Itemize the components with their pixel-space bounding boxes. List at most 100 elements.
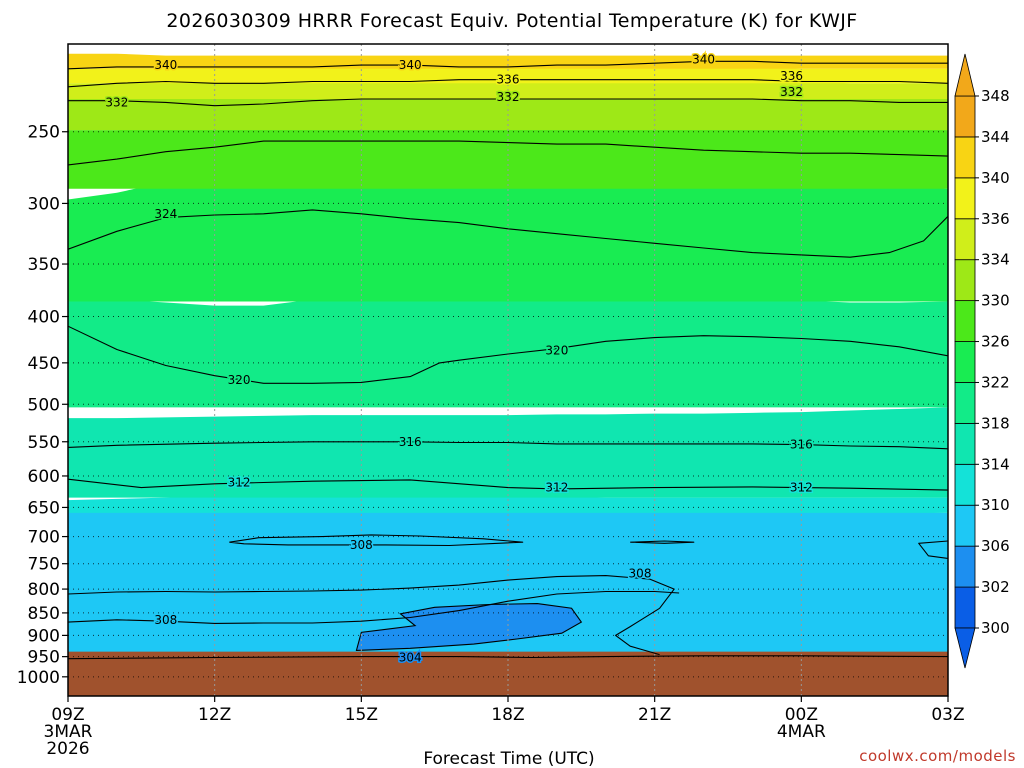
theta-blob-302 — [355, 603, 583, 651]
contour-label-316: 316 — [790, 438, 813, 452]
theta-band-340 — [68, 53, 948, 69]
grid-lines — [67, 44, 949, 696]
y-tick-label-550: 550 — [28, 433, 60, 453]
isoline-320-7 — [68, 325, 948, 384]
contour-label-332: 332 — [780, 85, 803, 99]
isoline-328-9 — [68, 140, 948, 166]
y-tick-label-700: 700 — [28, 528, 60, 548]
y-tick-label-850: 850 — [28, 604, 60, 624]
colorbar-swatch-314 — [954, 422, 976, 465]
isoline-308-1 — [68, 575, 675, 656]
colorbar-label-330: 330 — [981, 292, 1010, 310]
colorbar-label-344: 344 — [981, 128, 1010, 146]
y-tick-label-750: 750 — [28, 555, 60, 575]
x-tick-label-21Z: 21Z — [638, 705, 671, 725]
y-tick-label-500: 500 — [28, 395, 60, 415]
isoline-308-3 — [630, 540, 695, 544]
x-tick-label-18Z: 18Z — [491, 705, 524, 725]
colorbar-bottom-arrow — [954, 627, 976, 669]
colorbar-label-334: 334 — [981, 251, 1010, 269]
contour-label-332: 332 — [497, 90, 520, 104]
contour-label-312: 312 — [545, 481, 568, 495]
contour-label-340: 340 — [154, 58, 177, 72]
x-tick-label-15Z: 15Z — [345, 705, 378, 725]
chart-title: 2026030309 HRRR Forecast Equiv. Potentia… — [166, 10, 857, 32]
contour-label-336: 336 — [780, 69, 803, 83]
isoline-312-5 — [68, 478, 948, 491]
x-tick-sublabel-2026: 2026 — [46, 739, 89, 759]
x-tick-label-00Z: 00Z — [785, 705, 818, 725]
colorbar-swatch-334 — [954, 218, 976, 261]
x-axis-label: Forecast Time (UTC) — [423, 749, 594, 768]
y-tick-label-650: 650 — [28, 498, 60, 518]
isoline-308-0 — [68, 590, 680, 624]
x-tick-label-09Z: 09Z — [51, 705, 84, 725]
contour-label-320: 320 — [545, 343, 568, 357]
y-axis: 2503003504004505005506006507007508008509… — [17, 123, 68, 688]
contour-label-336: 336 — [497, 73, 520, 87]
colorbar-swatch-340 — [954, 136, 976, 179]
colorbar-swatch-306 — [954, 504, 976, 547]
theta-band-318 — [68, 280, 948, 408]
isoline-324-8 — [68, 209, 948, 258]
colorbar-label-310: 310 — [981, 496, 1010, 514]
isoline-316-6 — [68, 441, 948, 450]
colorbar-swatch-322 — [954, 341, 976, 383]
theta-band-310 — [68, 494, 948, 513]
y-tick-label-450: 450 — [28, 354, 60, 374]
colorbar-label-302: 302 — [981, 578, 1010, 596]
x-tick-label-12Z: 12Z — [198, 705, 231, 725]
y-tick-label-900: 900 — [28, 626, 60, 646]
contour-label-340: 340 — [399, 58, 422, 72]
contour-labels: 340 340 340 336 336 332 332 332 324 320 320 316 316 3… — [104, 51, 814, 666]
contour-label-308: 308 — [629, 567, 652, 581]
colorbar-label-336: 336 — [981, 210, 1010, 228]
isoline-308-4 — [918, 540, 948, 559]
colorbar-swatch-326 — [954, 300, 976, 342]
y-tick-label-350: 350 — [28, 255, 60, 275]
y-tick-label-950: 950 — [28, 648, 60, 668]
credit-text: coolwx.com/models — [859, 747, 1016, 765]
isoline-304-13 — [68, 655, 948, 660]
colorbar-label-300: 300 — [981, 619, 1010, 637]
y-tick-label-250: 250 — [28, 123, 60, 143]
x-tick-sublabel-3MAR: 3MAR — [44, 722, 93, 742]
colorbar-label-318: 318 — [981, 414, 1010, 432]
colorbar-label-340: 340 — [981, 169, 1010, 187]
colorbar-label-306: 306 — [981, 537, 1010, 555]
colorbar-swatch-300 — [954, 586, 976, 629]
isoline-340-12 — [68, 60, 948, 70]
contour-label-304: 304 — [399, 650, 422, 664]
contour-label-316: 316 — [399, 435, 422, 449]
contour-label-312: 312 — [228, 475, 251, 489]
y-tick-label-400: 400 — [28, 308, 60, 328]
colorbar: 300 302 306 310 314 318 322 326 330 334 336 340 344 3… — [954, 53, 1010, 669]
theta-band-314 — [68, 407, 948, 498]
colorbar-swatch-302 — [954, 545, 976, 588]
colorbar-label-348: 348 — [981, 87, 1010, 105]
colorbar-top-arrow — [954, 53, 976, 97]
contour-label-340: 340 — [692, 52, 715, 66]
y-tick-label-600: 600 — [28, 467, 60, 487]
colorbar-label-326: 326 — [981, 333, 1010, 351]
x-tick-sublabel-4MAR: 4MAR — [777, 722, 826, 742]
colorbar-swatch-310 — [954, 463, 976, 506]
isoline-332-10 — [68, 98, 948, 107]
colorbar-swatch-330 — [954, 259, 976, 302]
contour-label-308: 308 — [154, 613, 177, 627]
contour-label-308: 308 — [350, 538, 373, 552]
colorbar-label-314: 314 — [981, 455, 1010, 473]
colorbar-swatch-318 — [954, 382, 976, 424]
y-tick-label-800: 800 — [28, 580, 60, 600]
y-tick-label-1000: 1000 — [17, 668, 60, 688]
isoline-308-2 — [229, 534, 524, 547]
theta-band-322 — [68, 161, 948, 302]
isoline-336-11 — [68, 79, 948, 88]
contour-label-320: 320 — [228, 373, 251, 387]
y-tick-label-300: 300 — [28, 194, 60, 214]
theta-band-306 — [68, 508, 948, 659]
theta-band-330 — [68, 92, 948, 131]
contour-label-324: 324 — [154, 207, 177, 221]
